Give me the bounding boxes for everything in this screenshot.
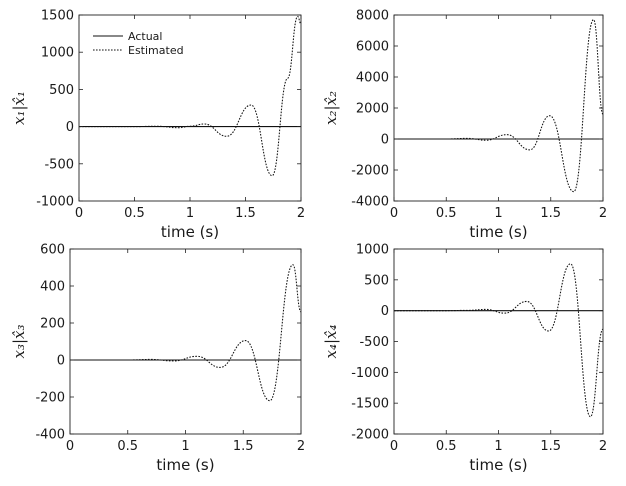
y-tick-label: 200 <box>40 317 65 332</box>
y-tick-label: -2000 <box>351 164 389 179</box>
x-tick-label: 0 <box>75 206 83 221</box>
x-axis-label: time (s) <box>156 456 214 474</box>
subplot-3: 0 0.5 1 1.5 2 -400 -200 0 200 400 600 time (s) x₃|x̂… <box>10 243 305 475</box>
y-tick-label: 0 <box>381 133 389 148</box>
x-tick-label: 1.5 <box>540 206 561 221</box>
series-estimated <box>394 263 603 418</box>
x-tick-label: 1.5 <box>233 439 254 454</box>
y-tick-label: 400 <box>40 280 65 295</box>
y-tick-label: 600 <box>40 243 65 258</box>
y-tick-label: 6000 <box>356 40 389 55</box>
x-tick-label: 0 <box>390 206 398 221</box>
x-tick-label: 0.5 <box>124 206 145 221</box>
x-tick-label: 0.5 <box>436 206 457 221</box>
y-tick-label: -500 <box>44 157 74 172</box>
x-tick-label: 2 <box>297 439 305 454</box>
y-tick-label: 1000 <box>41 46 74 61</box>
axes-frame <box>78 14 302 202</box>
series-estimated <box>394 19 603 193</box>
axes-frame <box>393 248 604 435</box>
y-tick-label: 0 <box>66 120 74 135</box>
y-tick-label: 500 <box>49 83 74 98</box>
y-tick-label: -1000 <box>351 366 389 381</box>
x-tick-label: 1 <box>494 206 502 221</box>
legend-label-estimated: Estimated <box>128 44 184 57</box>
y-tick-label: 500 <box>364 273 389 288</box>
y-axis-label: x₂|x̂₂ <box>322 91 340 125</box>
y-tick-label: -4000 <box>351 195 389 210</box>
subplot-4: 0 0.5 1 1.5 2 -2000 -1500 -1000 -500 0 500 1000 time… <box>322 243 607 475</box>
x-axis-label: time (s) <box>161 223 219 241</box>
x-tick-label: 1 <box>494 439 502 454</box>
x-tick-label: 1.5 <box>540 439 561 454</box>
y-axis-label: x₁|x̂₁ <box>10 91 28 125</box>
y-tick-label: 8000 <box>356 9 389 24</box>
x-tick-label: 1 <box>181 439 189 454</box>
subplot-2: 0 0.5 1 1.5 2 -4000 -2000 0 2000 4000 6000 8000 time… <box>322 9 607 242</box>
x-axis-label: time (s) <box>469 223 527 241</box>
y-tick-label: -500 <box>359 335 389 350</box>
y-tick-label: -2000 <box>351 428 389 443</box>
y-tick-label: 4000 <box>356 71 389 86</box>
x-tick-label: 0 <box>390 439 398 454</box>
y-axis-label: x₃|x̂₃ <box>10 325 28 359</box>
legend-label-actual: Actual <box>128 30 162 43</box>
y-tick-label: 1000 <box>356 243 389 258</box>
y-tick-label: 0 <box>57 354 65 369</box>
axes-frame <box>69 248 302 435</box>
x-tick-label: 0.5 <box>436 439 457 454</box>
subplot-1: 0 0.5 1 1.5 2 -1000 -500 0 500 1000 1500 time (s) x₁… <box>10 9 305 242</box>
y-tick-label: 2000 <box>356 102 389 117</box>
x-tick-label: 2 <box>599 439 607 454</box>
series-estimated <box>79 15 301 177</box>
axes-frame <box>393 14 604 202</box>
y-tick-label: -200 <box>35 391 65 406</box>
y-tick-label: -1000 <box>36 195 74 210</box>
y-tick-label: -400 <box>35 428 65 443</box>
x-tick-label: 1.5 <box>235 206 256 221</box>
x-tick-label: 1 <box>186 206 194 221</box>
y-tick-label: -1500 <box>351 397 389 412</box>
x-tick-label: 2 <box>297 206 305 221</box>
x-tick-label: 2 <box>599 206 607 221</box>
y-tick-label: 0 <box>381 304 389 319</box>
x-tick-label: 0 <box>66 439 74 454</box>
x-tick-label: 0.5 <box>117 439 138 454</box>
y-tick-label: 1500 <box>41 9 74 24</box>
series-estimated <box>70 264 301 402</box>
x-axis-label: time (s) <box>469 456 527 474</box>
y-axis-label: x₄|x̂₄ <box>322 325 340 359</box>
